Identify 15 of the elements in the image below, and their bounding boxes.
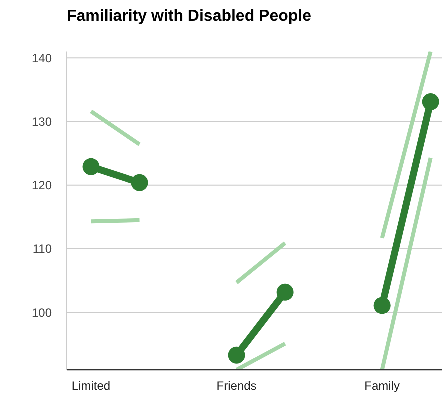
y-tick-label: 140	[32, 51, 52, 66]
chart-title: Familiarity with Disabled People	[67, 8, 312, 25]
point	[131, 174, 148, 192]
x-tick-label: Limited	[72, 379, 111, 393]
point	[422, 93, 440, 110]
y-tick-label: 110	[32, 242, 52, 256]
point	[276, 284, 294, 301]
point	[374, 297, 391, 314]
x-tick-label: Friends	[216, 379, 257, 393]
point	[228, 346, 246, 364]
y-tick-label: 130	[32, 114, 52, 129]
point	[82, 158, 100, 176]
x-tick-label: Family	[364, 379, 400, 393]
y-tick-label: 100	[32, 306, 52, 320]
y-tick-label: 120	[32, 178, 52, 193]
